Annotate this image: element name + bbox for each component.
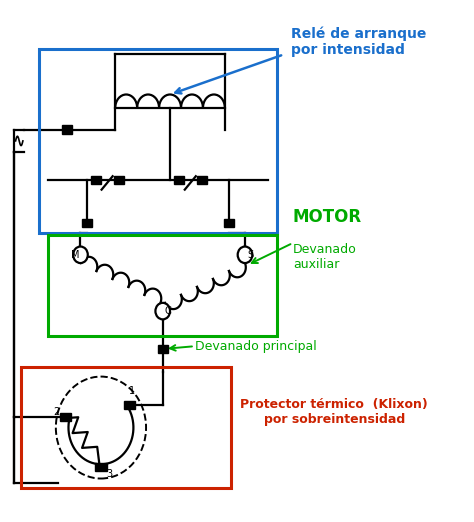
Bar [95,463,107,471]
Text: Devanado
auxiliar: Devanado auxiliar [293,243,357,271]
Circle shape [155,303,170,319]
Bar [173,176,184,184]
Text: Devanado principal: Devanado principal [195,340,317,353]
Text: M: M [71,250,80,260]
Bar [224,219,235,228]
Bar [197,176,207,184]
Text: Relé de arranque
por intensidad: Relé de arranque por intensidad [291,26,426,57]
Circle shape [237,246,252,263]
Bar [124,400,136,409]
Bar [158,345,168,353]
Text: 3: 3 [106,469,112,479]
Text: 1: 1 [129,386,135,396]
Text: S: S [247,250,253,260]
Text: MOTOR: MOTOR [293,208,362,226]
Text: C: C [164,306,171,316]
Text: Protector térmico  (Klixon)
por sobreintensidad: Protector térmico (Klixon) por sobreinte… [240,398,428,426]
Bar [82,219,92,228]
Bar [62,125,72,134]
Circle shape [73,246,88,263]
Text: 2: 2 [53,407,59,417]
Bar [60,412,71,421]
Bar [91,176,100,184]
Bar [114,176,124,184]
